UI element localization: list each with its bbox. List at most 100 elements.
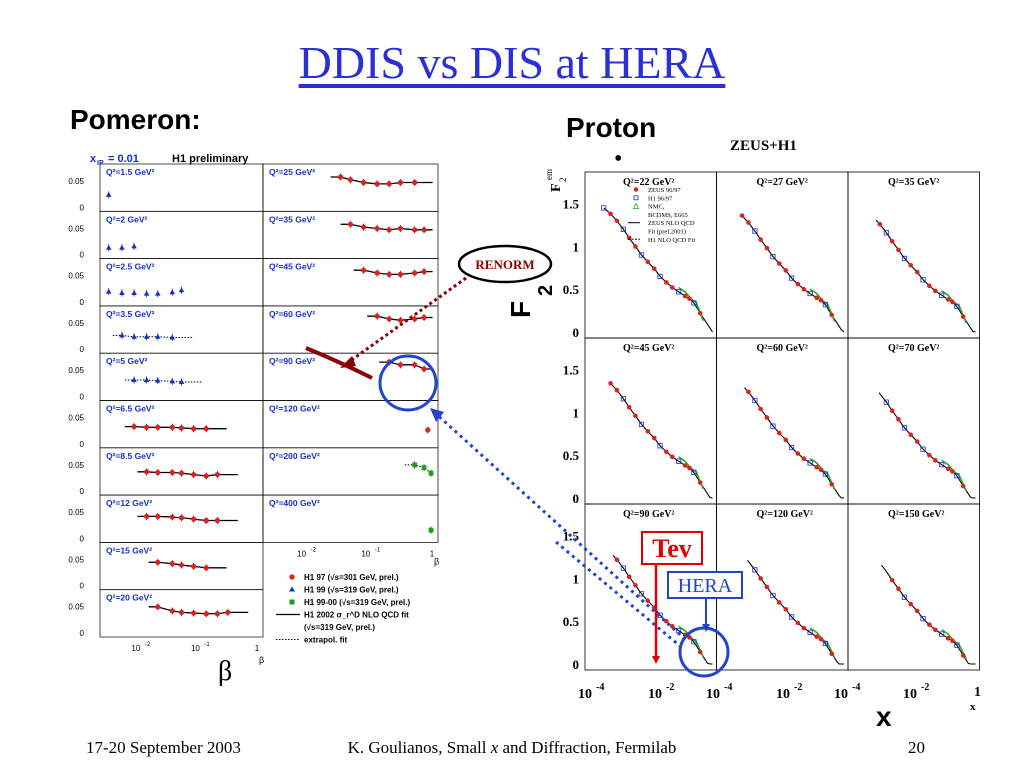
pomeron-point-h1-97: [386, 316, 392, 322]
pomeron-x-label: β: [259, 655, 264, 665]
legend-marker-h1-99-00: [289, 599, 295, 605]
proton-point-h1: [939, 462, 945, 468]
xip-label: x: [90, 153, 97, 165]
proton-panels: Q²=22 GeV² 0 0.5 1 1.5 Q²=27 GeV² Q²=35 GeV² Q²…: [563, 171, 980, 672]
pomeron-y-tick: 0.05: [68, 319, 84, 328]
pomeron-point-h1-97: [397, 362, 404, 368]
proton-point-zeus: [664, 280, 669, 285]
proton-point-zeus: [914, 608, 920, 614]
proton-point-zeus: [633, 582, 638, 588]
pomeron-y-tick: 0: [80, 582, 85, 591]
proton-point-zeus: [908, 432, 914, 437]
pomeron-point-h1-97: [425, 427, 431, 433]
pomeron-point-h1-97: [347, 177, 354, 183]
proton-point-zeus: [908, 262, 914, 268]
pomeron-point-h1-97: [374, 225, 380, 232]
pomeron-panel-q2-label: Q²=2.5 GeV²: [106, 262, 155, 272]
legend-marker-h1-97: [289, 574, 295, 580]
proton-point-zeus: [633, 244, 638, 249]
pomeron-fit-curve: [112, 334, 193, 338]
pomeron-heading: Pomeron:: [70, 104, 201, 135]
pomeron-y-tick: 0: [80, 393, 85, 402]
pomeron-point-h1-97: [155, 559, 161, 565]
proton-point-zeus: [783, 437, 789, 443]
zeus-h1-title: ZEUS+H1: [730, 138, 797, 154]
proton-point-h1: [788, 444, 795, 451]
proton-point-zeus: [927, 452, 932, 458]
proton-point-zeus: [645, 259, 651, 265]
pomeron-panel-q2-label: Q²=6.5 GeV²: [106, 404, 155, 414]
pomeron-point-h1-97: [214, 611, 220, 617]
hera-label: HERA: [678, 575, 733, 597]
proton-point-zeus: [795, 451, 801, 456]
pomeron-point-h1-99-00: [428, 470, 434, 476]
pomeron-point-h1-97: [169, 469, 175, 476]
proton-panel-frame: [584, 337, 717, 505]
proton-point-h1: [770, 423, 776, 429]
proton-point-zeus: [818, 298, 824, 303]
pomeron-point-h1-99: [143, 333, 150, 339]
proton-point-h1: [676, 289, 682, 295]
legend-marker-nmc: [632, 202, 640, 210]
proton-point-h1: [691, 300, 697, 306]
pomeron-point-h1-99: [119, 332, 125, 338]
pomeron-y-tick: 0: [80, 440, 85, 449]
pomeron-y-tick: 0: [80, 251, 85, 260]
proton-point-h1: [954, 303, 960, 309]
proton-point-h1: [822, 640, 829, 647]
pomeron-point-h1-97: [412, 270, 418, 276]
pomeron-y-tick: 0.05: [68, 366, 84, 375]
pomeron-x-tick-exponent: -2: [145, 642, 151, 648]
proton-point-h1: [822, 471, 829, 477]
pomeron-y-tick: 0.05: [68, 461, 84, 470]
pomeron-point-h1-97: [155, 513, 161, 519]
legend-marker-zeus: [633, 187, 639, 192]
proton-point-zeus: [682, 293, 688, 299]
proton-panel-q2-label: Q²=150 GeV²: [888, 509, 944, 520]
proton-legend-label: Fit (prel.2001): [648, 229, 686, 236]
pomeron-point-h1-97: [412, 362, 418, 368]
legend-label: H1 99-00 (√s=319 GeV, prel.): [304, 598, 410, 607]
pomeron-point-h1-97: [214, 517, 220, 524]
proton-legend-label: ZEUS 96/97: [648, 187, 681, 194]
proton-point-h1: [657, 443, 663, 449]
proton-y-tick: 1.5: [563, 363, 580, 378]
proton-point-zeus: [945, 297, 951, 302]
proton-point-zeus: [687, 465, 692, 471]
pomeron-y-tick: 0.05: [68, 508, 84, 517]
proton-point-zeus: [960, 653, 966, 658]
proton-point-zeus: [914, 439, 920, 444]
proton-point-zeus: [950, 299, 955, 305]
pomeron-panel-q2-label: Q²=200 GeV²: [269, 451, 320, 461]
pomeron-point-h1-97: [169, 608, 175, 614]
pomeron-point-h1-97: [412, 316, 418, 322]
pomeron-point-h1-97: [155, 469, 161, 476]
proton-y-tick: 0.5: [563, 614, 580, 629]
pomeron-point-h1-99: [131, 289, 137, 295]
proton-point-zeus: [764, 584, 770, 590]
proton-point-zeus: [697, 310, 703, 316]
proton-point-h1: [691, 639, 697, 645]
pomeron-point-h1-97: [178, 562, 185, 568]
pomeron-point-h1-99: [131, 333, 137, 339]
proton-point-h1: [752, 228, 758, 234]
proton-point-zeus: [945, 466, 951, 472]
proton-point-zeus: [927, 622, 932, 627]
proton-point-zeus: [896, 416, 901, 422]
pomeron-point-h1-97: [191, 471, 197, 478]
proton-point-zeus: [776, 600, 782, 605]
pomeron-point-h1-99: [119, 289, 125, 295]
hera-link-arrow-lower: [555, 540, 681, 648]
proton-point-h1: [657, 273, 663, 279]
proton-fit-curve: [608, 381, 713, 499]
pomeron-point-h1-97: [421, 314, 427, 321]
proton-point-zeus: [608, 381, 613, 386]
pomeron-y-tick: 0.05: [68, 555, 84, 564]
annotations: RENORM Tev HERA β x F 2: [218, 244, 892, 732]
pomeron-x-label: β: [434, 556, 439, 566]
proton-point-h1: [788, 614, 795, 620]
proton-point-zeus: [664, 618, 669, 624]
proton-panel-frame: [847, 171, 980, 339]
proton-point-zeus: [687, 296, 692, 301]
